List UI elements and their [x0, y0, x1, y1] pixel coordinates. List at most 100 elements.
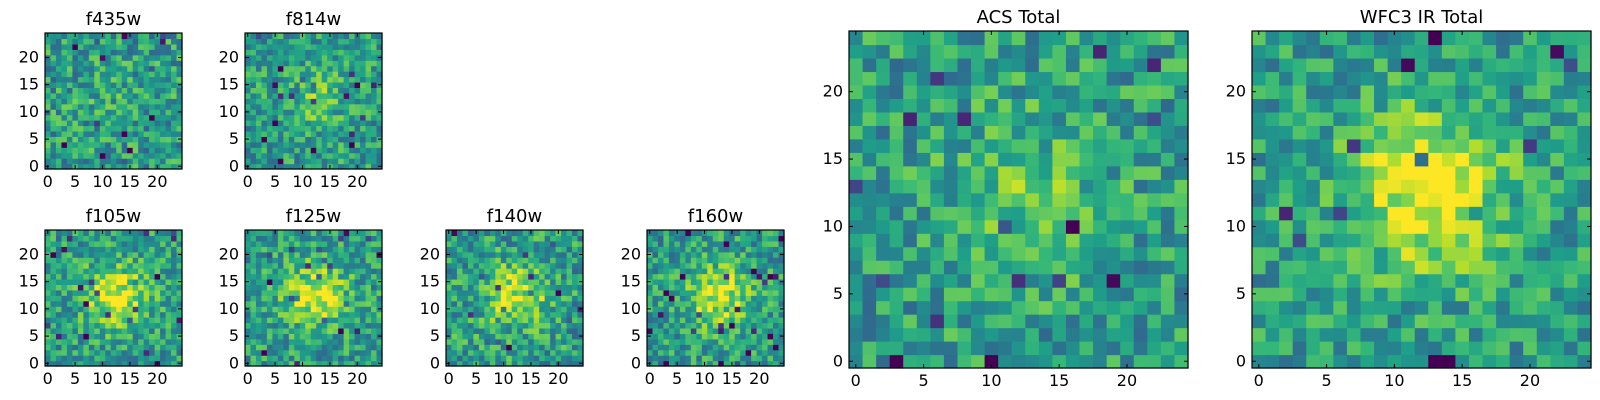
heatmap-cell [544, 230, 551, 237]
heatmap-cell [138, 43, 145, 50]
heatmap-cell [305, 262, 312, 269]
heatmap-cell [484, 268, 491, 275]
heatmap-cell [299, 338, 306, 345]
heatmap-cell [889, 192, 904, 207]
heatmap-cell [272, 109, 279, 116]
heatmap-cell [99, 81, 106, 88]
heatmap-cell [149, 49, 156, 56]
heatmap-cell [83, 43, 90, 50]
heatmap-cell [261, 273, 268, 280]
heatmap-cell [506, 344, 513, 351]
heatmap-cell [522, 246, 529, 253]
heatmap-cell [310, 120, 317, 127]
heatmap-cell [376, 349, 383, 356]
heatmap-cell [127, 300, 134, 307]
heatmap-cell [99, 344, 106, 351]
heatmap-cell [245, 87, 252, 94]
heatmap-cell [127, 65, 134, 72]
heatmap-cell [657, 240, 665, 247]
heatmap-cell [1523, 354, 1538, 369]
heatmap-cell [165, 278, 172, 285]
heatmap-cell [566, 360, 573, 367]
heatmap-cell [1319, 287, 1334, 302]
heatmap-cell [1468, 273, 1484, 288]
heatmap-cell [88, 130, 95, 137]
heatmap-cell [294, 130, 301, 137]
heatmap-cell [338, 33, 345, 40]
heatmap-cell [943, 219, 959, 234]
heatmap-cell [288, 71, 295, 78]
heatmap-cell [94, 87, 101, 94]
heatmap-cell [371, 65, 378, 72]
heatmap-cell [365, 98, 372, 105]
heatmap-cell [143, 262, 150, 269]
heatmap-cell [489, 273, 496, 280]
heatmap-cell [1079, 260, 1094, 275]
heatmap-cell [250, 92, 257, 99]
heatmap-cell [998, 44, 1013, 59]
heatmap-cell [283, 147, 290, 154]
heatmap-cell [1079, 165, 1094, 180]
heatmap-cell [116, 147, 123, 154]
heatmap-cell [685, 311, 692, 318]
heatmap-cell [321, 38, 328, 45]
heatmap-cell [250, 76, 257, 83]
heatmap-cell [283, 349, 290, 356]
heatmap-cell [327, 240, 334, 247]
heatmap-cell [343, 54, 350, 61]
heatmap-cell [354, 289, 361, 296]
heatmap-cell [105, 240, 112, 247]
heatmap-cell [66, 338, 73, 345]
heatmap-cell [1360, 260, 1375, 275]
heatmap-cell [132, 60, 139, 67]
heatmap-cell [154, 92, 161, 99]
heatmap-cell [778, 235, 785, 242]
heatmap-cell [718, 344, 725, 351]
heatmap-cell [544, 257, 551, 264]
heatmap-cell [467, 300, 474, 307]
heatmap-cell [1160, 44, 1176, 59]
heatmap-cell [250, 163, 257, 170]
heatmap-cell [110, 230, 117, 237]
heatmap-cell [539, 246, 546, 253]
heatmap-cell [1079, 192, 1094, 207]
heatmap-cell [555, 251, 562, 258]
heatmap-cell [160, 141, 167, 148]
heatmap-cell [679, 230, 686, 237]
heatmap-cell [349, 311, 356, 318]
heatmap-cell [467, 344, 474, 351]
heatmap-cell [756, 257, 763, 264]
heatmap-cell [767, 322, 774, 329]
heatmap-cell [1577, 192, 1592, 207]
heatmap-cell [1306, 341, 1321, 356]
heatmap-cell [1174, 327, 1189, 342]
heatmap-cell [94, 120, 101, 127]
heatmap-cell [718, 311, 725, 318]
heatmap-cell [245, 295, 252, 302]
heatmap-cell [657, 322, 665, 329]
heatmap-cell [1401, 327, 1416, 342]
heatmap-cell [121, 284, 128, 291]
heatmap-cell [294, 87, 301, 94]
heatmap-cell [718, 355, 725, 362]
heatmap-cell [160, 284, 167, 291]
heatmap-cell [154, 338, 161, 345]
heatmap-cell [903, 138, 918, 153]
heatmap-cell [1428, 314, 1443, 329]
heatmap-cell [132, 98, 139, 105]
heatmap-cell [277, 125, 284, 132]
heatmap-cell [365, 141, 372, 148]
heatmap-cell [998, 246, 1013, 261]
x-tick-label: 5 [270, 172, 280, 191]
heatmap-cell [66, 163, 73, 170]
heatmap-cell [762, 322, 769, 329]
heatmap-cell [61, 92, 68, 99]
heatmap-cell [533, 338, 540, 345]
heatmap-cell [310, 230, 317, 237]
heatmap-cell [171, 103, 178, 110]
heatmap-cell [1133, 206, 1148, 221]
heatmap-cell [176, 240, 183, 247]
heatmap-cell [299, 284, 306, 291]
heatmap-cell [332, 355, 339, 362]
